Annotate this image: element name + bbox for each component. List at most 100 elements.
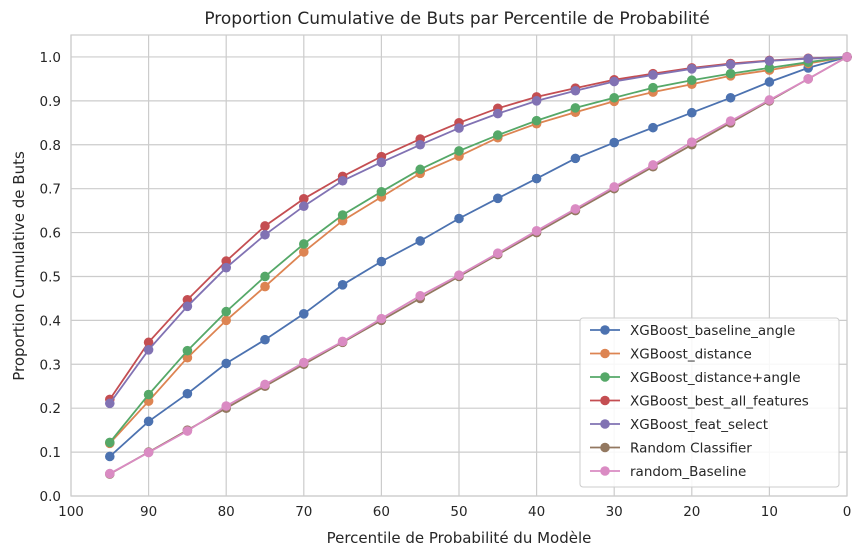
data-point bbox=[493, 248, 503, 259]
series-layer bbox=[105, 52, 852, 479]
data-point bbox=[415, 236, 426, 246]
y-tick-label: 0.3 bbox=[40, 357, 61, 373]
legend-label: XGBoost_baseline_angle bbox=[630, 323, 795, 339]
legend-item: XGBoost_distance bbox=[590, 347, 752, 363]
legend-item: random_Baseline bbox=[590, 464, 746, 480]
x-axis-label: Percentile de Probabilité du Modèle bbox=[327, 529, 592, 547]
data-point bbox=[609, 76, 619, 87]
x-tick-label: 40 bbox=[528, 504, 545, 520]
data-point bbox=[221, 306, 231, 317]
data-point bbox=[648, 70, 658, 80]
legend-marker bbox=[600, 325, 610, 335]
data-point bbox=[570, 204, 581, 214]
data-point bbox=[687, 107, 697, 118]
data-point bbox=[221, 401, 231, 411]
data-point bbox=[415, 290, 426, 301]
data-point bbox=[493, 108, 503, 119]
data-point bbox=[299, 247, 309, 257]
data-point bbox=[725, 68, 736, 79]
series-line bbox=[109, 56, 848, 444]
tick-labels: 100 90 80 70 60 50 40 30 20 10 00.00.10.20.30.40.5… bbox=[40, 50, 852, 520]
chart-title: Proportion Cumulative de Buts par Percen… bbox=[204, 9, 709, 29]
x-tick-label: 0 bbox=[843, 504, 852, 520]
data-point bbox=[764, 77, 775, 87]
y-tick-label: 0.5 bbox=[40, 269, 61, 285]
data-point bbox=[609, 182, 619, 192]
data-point bbox=[764, 63, 775, 73]
data-point bbox=[764, 56, 775, 66]
data-point bbox=[221, 262, 231, 273]
data-point bbox=[531, 173, 542, 184]
y-tick-label: 0.4 bbox=[40, 313, 61, 329]
data-point bbox=[143, 389, 154, 400]
legend-label: XGBoost_distance bbox=[630, 347, 752, 363]
data-point bbox=[105, 451, 115, 462]
data-point bbox=[687, 64, 697, 74]
data-point bbox=[182, 301, 193, 312]
series-line bbox=[109, 56, 848, 475]
y-axis-label: Proportion Cumulative de Buts bbox=[10, 151, 28, 381]
data-point bbox=[570, 85, 581, 96]
data-point bbox=[299, 193, 309, 204]
data-point bbox=[803, 74, 813, 84]
legend-marker bbox=[600, 395, 610, 406]
data-point bbox=[454, 213, 464, 224]
legend-label: XGBoost_distance+angle bbox=[630, 370, 801, 386]
series-line bbox=[109, 56, 848, 458]
data-point bbox=[376, 313, 387, 324]
legend-marker bbox=[600, 419, 610, 429]
data-point bbox=[182, 345, 193, 356]
data-point bbox=[493, 130, 503, 140]
legend-item: XGBoost_baseline_angle bbox=[590, 323, 795, 339]
x-tick-label: 20 bbox=[683, 504, 700, 520]
data-point bbox=[337, 280, 348, 290]
data-point bbox=[260, 271, 270, 282]
y-tick-label: 0.6 bbox=[40, 226, 61, 242]
series-line bbox=[109, 56, 848, 404]
series-random_Baseline bbox=[105, 52, 852, 479]
legend-item: XGBoost_distance+angle bbox=[590, 370, 801, 386]
y-tick-label: 1.0 bbox=[40, 50, 61, 66]
data-point bbox=[182, 352, 193, 363]
plot-area: 100 90 80 70 60 50 40 30 20 10 00.00.10.20.30.40.5… bbox=[40, 34, 852, 520]
data-point bbox=[376, 256, 387, 267]
x-tick-label: 80 bbox=[218, 504, 235, 520]
data-point bbox=[105, 468, 115, 479]
legend-marker bbox=[600, 442, 610, 453]
data-point bbox=[725, 116, 736, 126]
legend-box bbox=[579, 317, 840, 488]
x-tick-label: 60 bbox=[373, 504, 390, 520]
data-point bbox=[299, 308, 309, 319]
legend-label: XGBoost_best_all_features bbox=[630, 394, 809, 410]
data-point bbox=[221, 358, 231, 369]
series-line bbox=[109, 56, 848, 443]
x-tick-label: 100 bbox=[58, 504, 84, 520]
data-point bbox=[221, 256, 231, 266]
data-point bbox=[376, 186, 387, 197]
legend-marker bbox=[600, 348, 610, 359]
data-point bbox=[531, 115, 542, 126]
data-point bbox=[454, 123, 464, 133]
data-point bbox=[260, 379, 270, 390]
data-point bbox=[143, 416, 154, 427]
data-point bbox=[415, 139, 426, 150]
x-tick-label: 90 bbox=[140, 504, 157, 520]
data-point bbox=[648, 160, 658, 170]
legend-label: XGBoost_feat_select bbox=[630, 417, 768, 433]
legend-item: XGBoost_best_all_features bbox=[590, 394, 809, 410]
data-point bbox=[415, 164, 426, 175]
data-point bbox=[648, 122, 658, 133]
data-point bbox=[299, 239, 309, 249]
data-point bbox=[725, 92, 736, 103]
data-point bbox=[570, 153, 581, 164]
legend-label: Random Classifier bbox=[630, 441, 752, 457]
data-point bbox=[376, 157, 387, 168]
data-point bbox=[493, 193, 503, 204]
legend-marker bbox=[600, 372, 610, 382]
data-point bbox=[260, 334, 270, 345]
data-point bbox=[143, 344, 154, 355]
legend: XGBoost_baseline_angle XGBoost_distance XG… bbox=[579, 317, 840, 488]
y-tick-label: 0.1 bbox=[40, 445, 61, 461]
legend-item: Random Classifier bbox=[590, 441, 752, 457]
x-tick-label: 10 bbox=[761, 504, 778, 520]
